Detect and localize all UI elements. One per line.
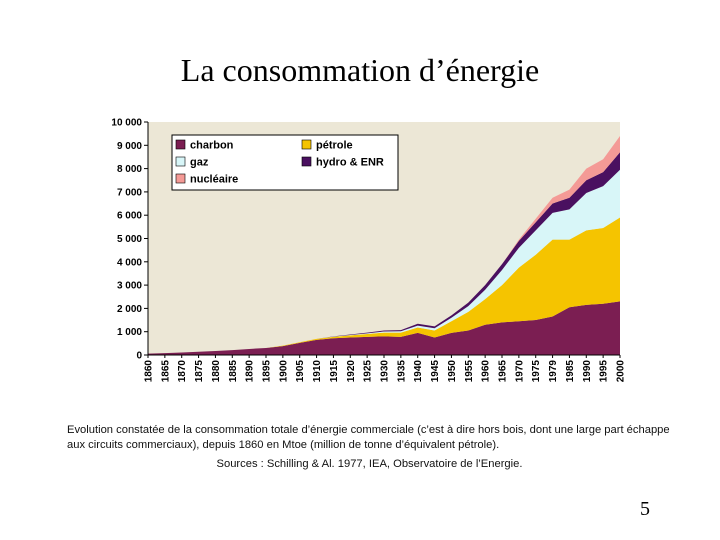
x-tick-label: 2000 [616, 360, 627, 383]
y-tick-label: 9 000 [117, 141, 142, 152]
x-tick-label: 1860 [144, 360, 155, 383]
x-tick-label: 1870 [177, 360, 188, 383]
x-tick-label: 1880 [211, 360, 222, 383]
x-tick-label: 1990 [582, 360, 593, 383]
y-tick-label: 2 000 [117, 304, 142, 315]
x-tick-label: 1960 [481, 360, 492, 383]
x-tick-label: 1865 [160, 360, 171, 383]
y-tick-label: 3 000 [117, 281, 142, 292]
x-tick-label: 1900 [278, 360, 289, 383]
legend-label: nucléaire [190, 174, 238, 186]
area-series-group [148, 135, 620, 355]
x-tick-label: 1930 [380, 360, 391, 383]
x-tick-label: 1955 [464, 360, 475, 383]
x-tick-label: 1965 [498, 360, 509, 383]
y-tick-label: 7 000 [117, 187, 142, 198]
chart-source: Sources : Schilling & Al. 1977, IEA, Obs… [216, 458, 523, 470]
x-tick-label: 1995 [599, 360, 610, 383]
x-tick-label: 1975 [531, 360, 542, 383]
x-tick-label: 1935 [396, 360, 407, 383]
y-tick-label: 8 000 [117, 164, 142, 175]
x-tick-label: 1950 [447, 360, 458, 383]
x-tick-label: 1970 [514, 360, 525, 383]
x-tick-label: 1905 [295, 360, 306, 383]
legend-label: hydro & ENR [316, 157, 384, 169]
energy-consumption-chart: 0 1 000 2 000 3 000 4 000 5 000 6 000 7 000 8 00… [111, 118, 626, 383]
legend-swatch [301, 139, 312, 150]
legend: charbon pétrole gaz hydro & ENR nucléaire [171, 134, 399, 191]
chart-caption: Evolution constatée de la consommation t… [67, 424, 670, 451]
legend-swatch [175, 139, 186, 150]
x-tick-label: 1940 [413, 360, 424, 383]
x-tick-label: 1915 [329, 360, 340, 383]
x-tick-label: 1985 [565, 360, 576, 383]
y-tick-label: 1 000 [117, 327, 142, 338]
axes-group: 0 1 000 2 000 3 000 4 000 5 000 6 000 7 000 8 00… [111, 118, 626, 383]
x-tick-label: 1979 [548, 360, 559, 383]
y-tick-label: 0 [136, 351, 142, 362]
area-series-charbon [148, 301, 620, 355]
slide-title: La consommation d’énergie [180, 52, 540, 88]
legend-label: gaz [190, 157, 209, 169]
x-tick-label: 1885 [228, 360, 239, 383]
x-tick-label: 1910 [312, 360, 323, 383]
area-series-petrole [148, 217, 620, 354]
x-tick-label: 1945 [430, 360, 441, 383]
x-tick-label: 1925 [363, 360, 374, 383]
y-tick-label: 10 000 [111, 118, 142, 129]
legend-swatch [175, 156, 186, 167]
x-tick-label: 1895 [262, 360, 273, 383]
y-tick-label: 5 000 [117, 234, 142, 245]
x-tick-label: 1875 [194, 360, 205, 383]
y-tick-label: 4 000 [117, 257, 142, 268]
legend-swatch [301, 156, 312, 167]
x-tick-label: 1890 [245, 360, 256, 383]
legend-label: charbon [190, 140, 234, 152]
legend-label: pétrole [316, 140, 353, 152]
page-number: 5 [640, 498, 650, 520]
legend-swatch [175, 173, 186, 184]
x-tick-label: 1920 [346, 360, 357, 383]
y-tick-label: 6 000 [117, 211, 142, 222]
area-series-gaz [148, 169, 620, 354]
legend-box [171, 134, 399, 191]
